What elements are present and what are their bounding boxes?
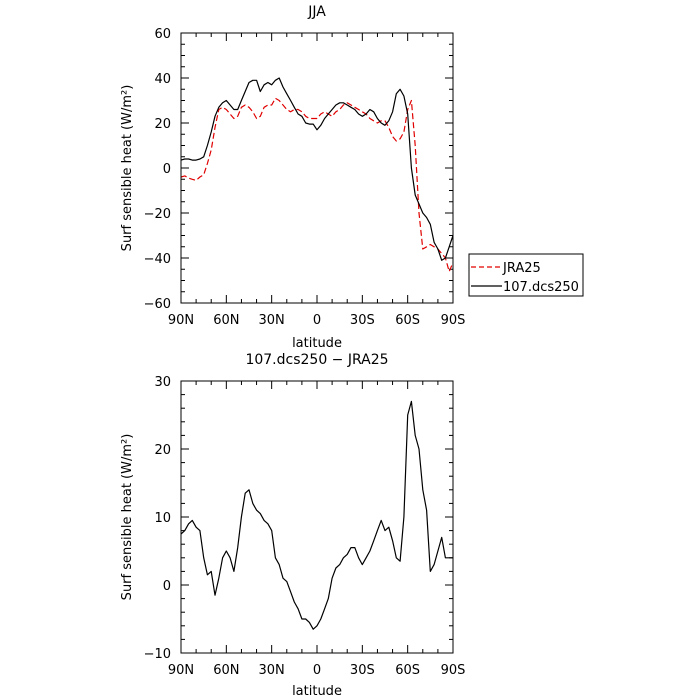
bot-x-tick-label: 90S <box>441 663 466 678</box>
top-panel: JJA 90N 60N 30N 0 30S 60S 90S −60 −40 −20 0 20 40 60… <box>120 4 584 351</box>
top-chart-title: JJA <box>307 4 326 20</box>
bot-x-tick-label: 0 <box>313 663 321 678</box>
bot-series-line-difference <box>180 400 453 630</box>
top-x-tick-label: 60N <box>213 313 239 328</box>
top-y-tick-label: −40 <box>144 252 171 267</box>
top-y-tick-label: 20 <box>154 117 171 132</box>
top-x-tick-label: 90S <box>441 313 466 328</box>
bottom-plot-frame <box>180 380 454 654</box>
bot-y-tick-label: 30 <box>154 375 171 390</box>
top-y-tick-label: −60 <box>144 297 171 312</box>
legend: JRA25 107.dcs250 <box>468 253 584 297</box>
top-series-line-107-dcs250 <box>180 77 454 261</box>
bottom-series-group <box>180 400 453 630</box>
top-x-tick-label: 0 <box>313 313 321 328</box>
top-y-tick-label: 0 <box>163 162 171 177</box>
top-y-tick-label: 60 <box>154 27 171 42</box>
bot-x-tick-label: 30S <box>350 663 375 678</box>
bot-y-tick-label: 10 <box>154 511 171 526</box>
top-y-tick-label: −20 <box>144 207 171 222</box>
bot-y-tick-label: 20 <box>154 443 171 458</box>
top-y-tick-labels: −60 −40 −20 0 20 40 60 <box>144 27 171 312</box>
top-axis-ticks <box>180 32 454 304</box>
top-y-axis-label: Surf sensible heat (W/m²) <box>120 85 135 252</box>
top-plot-frame <box>180 32 454 304</box>
top-x-tick-label: 60S <box>395 313 420 328</box>
top-x-tick-label: 30S <box>350 313 375 328</box>
top-y-tick-label: 40 <box>154 72 171 87</box>
bottom-y-tick-labels: −10 0 10 20 30 <box>144 375 171 662</box>
bot-y-tick-label: −10 <box>144 647 171 662</box>
legend-label-jra25: JRA25 <box>502 261 541 276</box>
top-series-line-jra25 <box>180 97 454 273</box>
top-series-group <box>180 77 454 273</box>
bottom-chart-title: 107.dcs250 − JRA25 <box>245 352 388 368</box>
top-x-tick-label: 90N <box>168 313 194 328</box>
legend-label-dcs250: 107.dcs250 <box>503 280 579 295</box>
bot-x-tick-label: 60N <box>213 663 239 678</box>
bot-x-tick-label: 30N <box>259 663 285 678</box>
bottom-x-axis-label: latitude <box>292 684 342 699</box>
bot-x-tick-label: 90N <box>168 663 194 678</box>
top-x-axis-label: latitude <box>292 336 342 351</box>
bottom-axis-ticks <box>180 380 454 654</box>
legend-box <box>468 253 584 297</box>
top-x-tick-label: 30N <box>259 313 285 328</box>
bottom-x-tick-labels: 90N 60N 30N 0 30S 60S 90S <box>168 663 466 678</box>
bot-y-tick-label: 0 <box>163 579 171 594</box>
bottom-y-axis-label: Surf sensible heat (W/m²) <box>120 434 135 601</box>
bot-x-tick-label: 60S <box>395 663 420 678</box>
bottom-panel: 107.dcs250 − JRA25 90N 60N 30N 0 30S 60S 90S −… <box>120 352 465 699</box>
top-x-tick-labels: 90N 60N 30N 0 30S 60S 90S <box>168 313 466 328</box>
